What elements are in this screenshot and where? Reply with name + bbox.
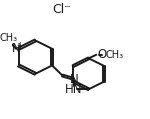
- Text: N: N: [12, 42, 21, 55]
- Text: CH₃: CH₃: [0, 33, 18, 43]
- Text: CH₃: CH₃: [105, 50, 123, 60]
- Text: HN: HN: [65, 83, 82, 96]
- Text: N: N: [70, 73, 79, 86]
- Text: +: +: [16, 41, 23, 50]
- Text: O: O: [97, 48, 106, 61]
- Text: Cl⁻: Cl⁻: [52, 3, 71, 16]
